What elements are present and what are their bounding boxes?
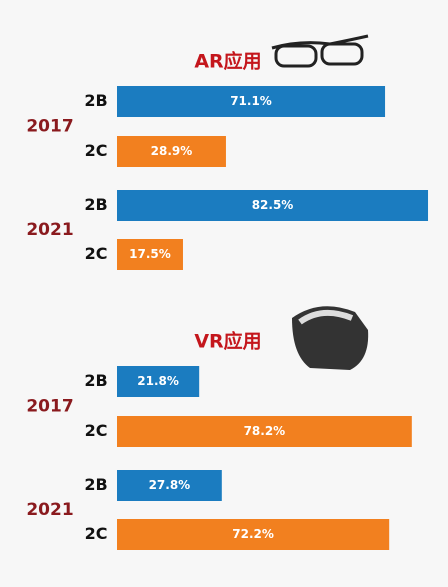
vr-headset-icon [292, 306, 369, 370]
category-label: 2C [85, 421, 108, 440]
year-label: 2021 [26, 500, 73, 520]
value-label: 71.1% [230, 94, 272, 108]
category-label: 2C [85, 524, 108, 543]
category-label: 2C [85, 244, 108, 263]
year-label: 2017 [26, 397, 73, 417]
chart-title: VR应用 [194, 330, 261, 353]
glasses-icon [271, 34, 369, 68]
bar [117, 416, 412, 447]
bar [117, 470, 222, 501]
year-label: 2017 [26, 117, 73, 137]
bar [117, 519, 390, 550]
bar [117, 136, 226, 167]
category-label: 2B [84, 475, 107, 494]
category-label: 2B [84, 91, 107, 110]
bar [117, 366, 200, 397]
bar [117, 239, 183, 270]
value-label: 17.5% [129, 247, 171, 261]
value-label: 28.9% [151, 144, 193, 158]
category-label: 2B [84, 371, 107, 390]
bar [117, 190, 429, 221]
year-label: 2021 [26, 220, 73, 240]
value-label: 21.8% [137, 374, 179, 388]
value-label: 27.8% [149, 478, 191, 492]
category-label: 2C [85, 141, 108, 160]
value-label: 78.2% [244, 424, 286, 438]
value-label: 82.5% [252, 198, 294, 212]
bar [117, 86, 386, 117]
chart-title: AR应用 [194, 50, 261, 73]
category-label: 2B [84, 195, 107, 214]
value-label: 72.2% [232, 527, 274, 541]
